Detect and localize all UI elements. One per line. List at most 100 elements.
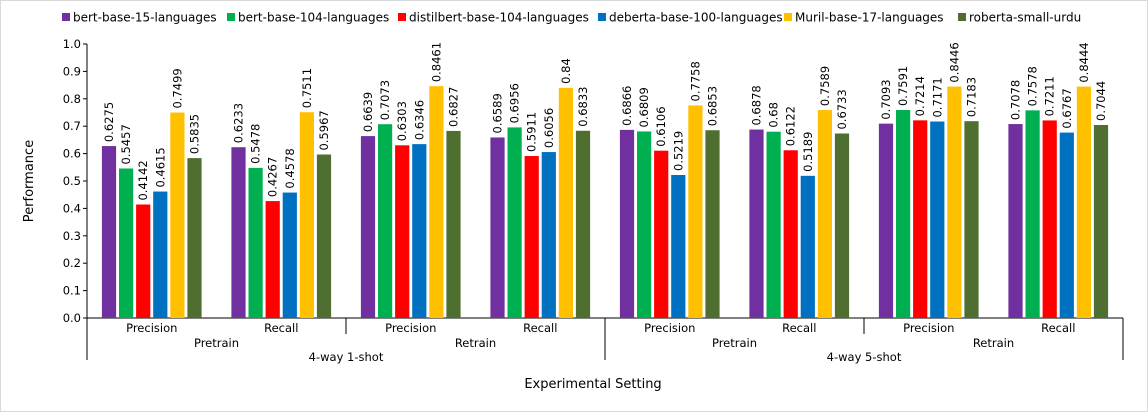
x-tick-label: Recall (1041, 321, 1075, 335)
x-tick-label: Recall (782, 321, 816, 335)
x-tick-label: Precision (644, 321, 695, 335)
legend-label: bert-base-104-languages (238, 11, 389, 25)
data-label: 0.6233 (232, 103, 246, 143)
data-label: 0.6275 (102, 102, 116, 142)
data-label: 0.7171 (930, 77, 944, 117)
x-phase-label: Retrain (973, 336, 1014, 350)
x-axis-title: Experimental Setting (524, 377, 661, 392)
data-label: 0.6878 (750, 85, 764, 125)
bar (541, 152, 556, 318)
bar (671, 174, 686, 318)
data-label: 0.6346 (412, 100, 426, 140)
bar (299, 112, 314, 318)
legend-label: distilbert-base-104-languages (409, 11, 589, 25)
data-label: 0.5478 (249, 124, 263, 164)
y-tick-label: 0.8 (63, 92, 81, 106)
x-tick-label: Recall (523, 321, 557, 335)
legend-swatch (784, 13, 792, 21)
bar (930, 121, 945, 318)
x-phase-label: Pretrain (194, 336, 239, 350)
data-label: 0.8446 (947, 42, 961, 82)
data-label: 0.7499 (170, 68, 184, 108)
bar (378, 124, 393, 318)
bar (1042, 120, 1057, 318)
bar (749, 129, 764, 318)
data-label: 0.84 (559, 58, 573, 84)
legend-swatch (62, 13, 70, 21)
data-label: 0.7073 (378, 80, 392, 120)
x-tick-label: Precision (903, 321, 954, 335)
data-label: 0.7214 (913, 76, 927, 116)
data-label: 0.7511 (300, 68, 314, 108)
bar (231, 147, 246, 318)
bar (412, 144, 427, 318)
data-label: 0.7589 (818, 66, 832, 106)
legend-label: deberta-base-100-languages (609, 11, 783, 25)
data-label: 0.5835 (188, 114, 202, 154)
legend-label: roberta-small-urdu (969, 11, 1081, 25)
bar (360, 136, 376, 318)
bar (524, 156, 539, 318)
data-label: 0.5219 (671, 131, 685, 171)
data-label: 0.7183 (965, 77, 979, 117)
legend-label: Muril-base-17-languages (795, 11, 944, 25)
bar (282, 192, 297, 318)
data-label: 0.4142 (136, 160, 150, 200)
data-label: 0.68 (767, 102, 781, 128)
data-label: 0.6767 (1060, 88, 1074, 128)
y-tick-label: 0.0 (63, 311, 81, 325)
bar (187, 158, 202, 318)
bar (705, 130, 720, 318)
x-tick-label: Precision (385, 321, 436, 335)
bar (878, 123, 894, 319)
data-label: 0.5911 (525, 112, 539, 152)
data-label: 0.4578 (283, 148, 297, 188)
legend-swatch (598, 13, 606, 21)
y-tick-label: 0.3 (63, 229, 81, 243)
bar (834, 133, 850, 318)
bar (1059, 132, 1074, 318)
bar (558, 87, 573, 318)
bar (153, 191, 168, 318)
bar (896, 110, 911, 319)
bar (1008, 124, 1023, 318)
data-label: 0.6956 (508, 83, 522, 123)
data-label: 0.5189 (801, 132, 815, 172)
bar (619, 129, 635, 318)
data-label: 0.5457 (119, 124, 133, 164)
bar (1025, 110, 1040, 319)
data-label: 0.6303 (395, 101, 409, 141)
data-label: 0.7758 (688, 61, 702, 101)
data-label: 0.7211 (1043, 76, 1057, 116)
data-label: 0.7578 (1026, 66, 1040, 106)
x-phase-label: Pretrain (712, 336, 757, 350)
bar (783, 150, 798, 318)
data-label: 0.6827 (447, 87, 461, 127)
data-label: 0.6809 (637, 87, 651, 127)
data-label: 0.6639 (361, 92, 375, 132)
bar (766, 131, 781, 318)
legend-swatch (398, 13, 406, 21)
data-label: 0.5967 (317, 110, 331, 150)
x-tick-label: Recall (264, 321, 298, 335)
bar (817, 110, 832, 318)
data-label: 0.4267 (266, 157, 280, 197)
legend-swatch (958, 13, 966, 21)
bar (119, 168, 134, 318)
data-label: 0.7093 (879, 79, 893, 119)
data-label: 0.8444 (1077, 42, 1091, 82)
bar (248, 167, 263, 318)
y-tick-label: 0.5 (63, 174, 81, 188)
bar (395, 145, 410, 318)
data-label: 0.6833 (576, 87, 590, 127)
x-group-label: 4-way 5-shot (827, 350, 902, 364)
data-label: 0.7044 (1094, 81, 1108, 121)
data-label: 0.6733 (835, 89, 849, 129)
bar (637, 131, 652, 318)
bar (913, 120, 928, 319)
bar (446, 130, 461, 318)
bar (265, 201, 280, 318)
bar (490, 137, 505, 318)
y-axis-title: Performance (22, 140, 37, 222)
bar (575, 130, 591, 318)
